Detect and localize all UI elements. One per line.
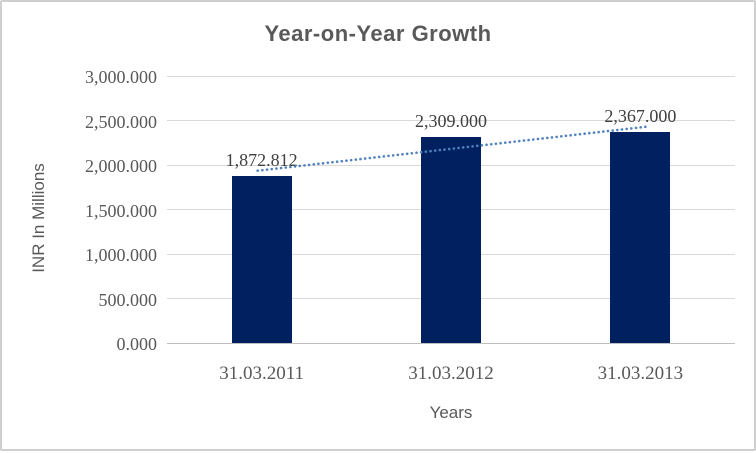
bar-data-label: 2,367.000 [604, 106, 677, 127]
y-tick-label: 0.000 [116, 334, 158, 354]
y-tick-label: 3,000.000 [85, 67, 157, 87]
gridline [167, 120, 735, 121]
y-tick-label: 1,500.000 [85, 200, 157, 221]
x-tick-label: 31.03.2012 [408, 363, 494, 384]
gridline [167, 75, 735, 77]
bar-data-label: 2,309.000 [415, 111, 487, 132]
bar [231, 176, 292, 343]
y-tick-label: 2,500.000 [85, 111, 157, 132]
bar [421, 137, 481, 343]
bar [610, 132, 671, 343]
y-tick-label: 2,000.000 [85, 156, 157, 176]
chart-title: Year-on-Year Growth [264, 21, 492, 46]
y-tick-label: 500.000 [98, 289, 158, 310]
x-axis-title: Years [429, 403, 473, 422]
y-tick-label: 1,000.000 [85, 245, 157, 265]
gridline [167, 342, 735, 344]
bar-data-label: 1,872.812 [225, 150, 298, 171]
x-tick-label: 31.03.2013 [597, 363, 684, 384]
x-tick-label: 31.03.2011 [219, 363, 305, 384]
